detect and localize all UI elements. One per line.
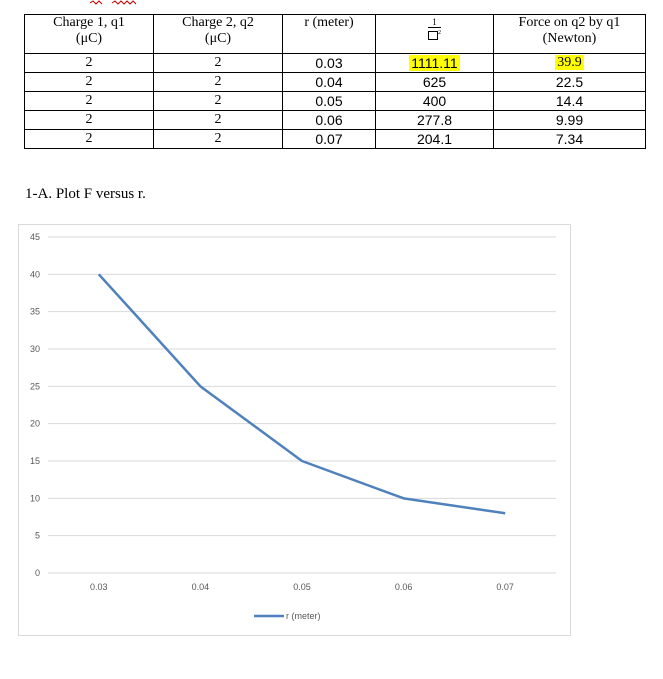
y-tick-label: 15 xyxy=(30,456,40,466)
x-tick-label: 0.07 xyxy=(496,582,514,592)
y-tick-label: 10 xyxy=(30,493,40,503)
header-charge-1-line1: Charge 1, q1 xyxy=(53,15,125,30)
cell-force: 9.99 xyxy=(493,110,646,130)
cell-force: 14.4 xyxy=(493,91,646,111)
header-charge-2: Charge 2, q2 (μC) xyxy=(153,14,283,54)
y-tick-label: 40 xyxy=(30,269,40,279)
cell-r: 0.07 xyxy=(282,129,376,149)
cell-r: 0.03 xyxy=(282,53,376,73)
cell-inverse: 625 xyxy=(375,72,494,92)
section-heading: 1-A. Plot F versus r. xyxy=(25,186,146,202)
table-header-row: Charge 1, q1 (μC) Charge 2, q2 (μC) r (m… xyxy=(24,14,646,54)
cell-r: 0.05 xyxy=(282,91,376,111)
x-tick-label: 0.03 xyxy=(90,582,108,592)
cell-q1: 2 xyxy=(24,91,154,111)
cell-q1: 2 xyxy=(24,72,154,92)
cell-r: 0.04 xyxy=(282,72,376,92)
table-row: 2 2 0.05 400 14.4 xyxy=(24,91,646,111)
y-tick-label: 45 xyxy=(30,232,40,242)
charge-force-table: Charge 1, q1 (μC) Charge 2, q2 (μC) r (m… xyxy=(24,14,646,149)
cell-inverse: 1111.11 xyxy=(375,53,494,73)
cell-force: 39.9 xyxy=(493,53,646,73)
highlighted-value: 1111.11 xyxy=(409,55,460,71)
y-tick-label: 25 xyxy=(30,381,40,391)
y-tick-label: 35 xyxy=(30,307,40,317)
cell-q1: 2 xyxy=(24,110,154,130)
header-charge-1-line2: (μC) xyxy=(75,31,103,46)
x-tick-label: 0.06 xyxy=(395,582,413,592)
cell-q2: 2 xyxy=(153,110,283,130)
table-row: 2 2 0.07 204.1 7.34 xyxy=(24,129,646,149)
table-row: 2 2 0.06 277.8 9.99 xyxy=(24,110,646,130)
fraction-denominator: 2 xyxy=(428,28,441,41)
header-r: r (meter) xyxy=(282,14,376,54)
cell-q2: 2 xyxy=(153,72,283,92)
header-force-line1: Force on q2 by q1 xyxy=(518,15,621,30)
table-row: 2 2 0.04 625 22.5 xyxy=(24,72,646,92)
cell-q2: 2 xyxy=(153,53,283,73)
fraction: 1 2 xyxy=(428,17,441,41)
y-tick-label: 20 xyxy=(30,419,40,429)
cell-inverse: 204.1 xyxy=(375,129,494,149)
y-tick-label: 30 xyxy=(30,344,40,354)
cell-force: 7.34 xyxy=(493,129,646,149)
cell-q1: 2 xyxy=(24,129,154,149)
force-vs-r-chart: 0 5 10 15 20 25 30 35 40 45 0.03 0.04 0.05 0.06 0.07 r … xyxy=(30,232,556,621)
cell-q2: 2 xyxy=(153,91,283,111)
legend-label: r (meter) xyxy=(286,611,321,621)
y-tick-label: 0 xyxy=(35,568,40,578)
fraction-numerator: 1 xyxy=(428,17,441,28)
header-force-line2: (Newton) xyxy=(542,31,597,46)
y-tick-label: 5 xyxy=(35,531,40,541)
header-inverse-r-squared: 1 2 xyxy=(375,14,494,54)
cell-r: 0.06 xyxy=(282,110,376,130)
series-line xyxy=(97,273,506,515)
cell-inverse: 277.8 xyxy=(375,110,494,130)
cell-force: 22.5 xyxy=(493,72,646,92)
x-tick-label: 0.04 xyxy=(192,582,210,592)
header-charge-2-line2: (μC) xyxy=(204,31,232,46)
missing-glyph-icon xyxy=(428,31,438,41)
x-tick-label: 0.05 xyxy=(293,582,311,592)
cell-inverse: 400 xyxy=(375,91,494,111)
squiggle-mark xyxy=(90,0,137,5)
header-charge-1: Charge 1, q1 (μC) xyxy=(24,14,154,54)
chart-frame xyxy=(18,224,571,636)
cell-q1: 2 xyxy=(24,53,154,73)
header-force: Force on q2 by q1 (Newton) xyxy=(493,14,646,54)
table-row: 2 2 0.03 1111.11 39.9 xyxy=(24,53,646,73)
cell-q2: 2 xyxy=(153,129,283,149)
highlighted-value: 39.9 xyxy=(555,55,584,70)
header-charge-2-line1: Charge 2, q2 xyxy=(182,15,254,30)
